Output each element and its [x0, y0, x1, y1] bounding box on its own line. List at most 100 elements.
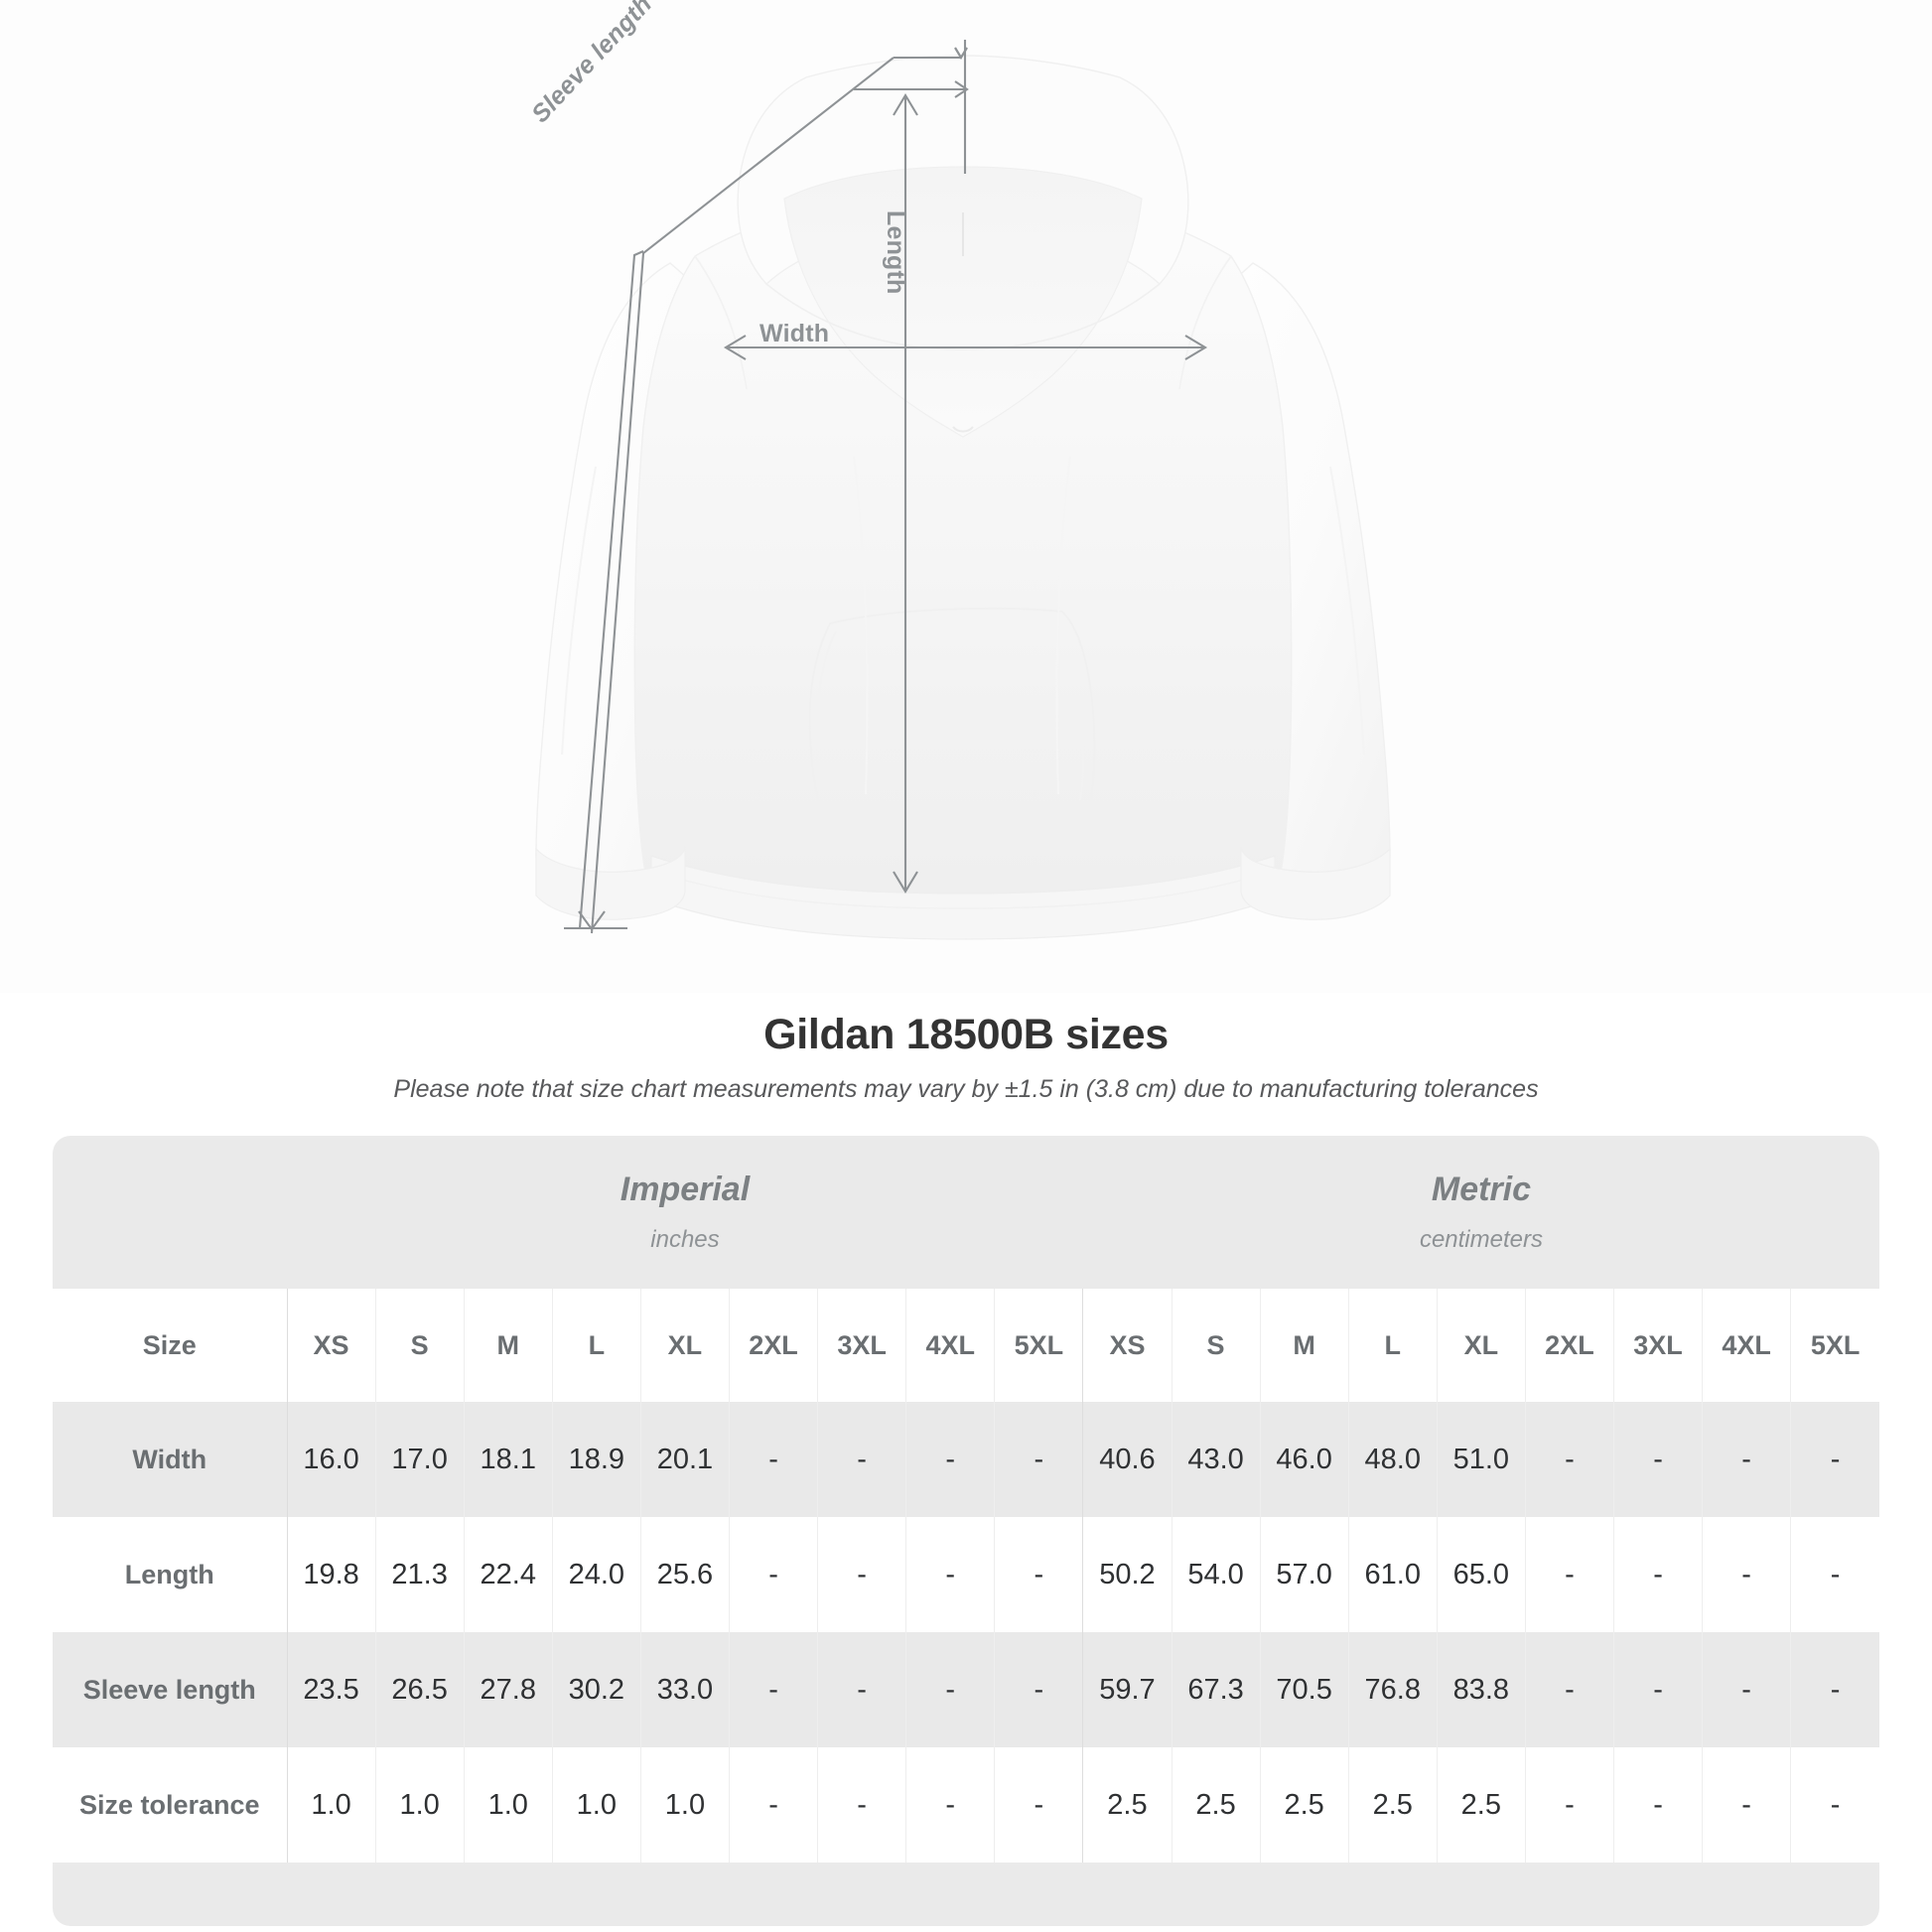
cell-metric-2xl: -	[1524, 1517, 1614, 1632]
cell-imperial-l: 18.9	[551, 1402, 641, 1517]
cell-metric-m: 70.5	[1259, 1632, 1349, 1747]
unit-measure-name: inches	[650, 1226, 720, 1253]
unit-group-imperial: Imperial inches	[287, 1136, 1083, 1289]
size-header-row: Size XS S M L XL 2XL 3XL 4XL 5XL XS S M L XL 2XL 3XL 4XL 5…	[53, 1289, 1879, 1402]
table-row: Size tolerance 1.0 1.0 1.0 1.0 1.0- - - -2.5 2.5 2…	[53, 1747, 1879, 1863]
cell-imperial-s: 26.5	[374, 1632, 465, 1747]
cell-imperial-2xl: -	[728, 1632, 818, 1747]
cell-metric-5xl: -	[1790, 1632, 1879, 1747]
cell-imperial-m: 1.0	[463, 1747, 553, 1863]
cell-metric-5xl: -	[1790, 1517, 1879, 1632]
cell-imperial-4xl: -	[905, 1632, 995, 1747]
cell-imperial-xl: 20.1	[639, 1402, 730, 1517]
size-column-header-imperial-3xl: 3XL	[817, 1289, 906, 1402]
sleeve-guide-vertical	[578, 250, 644, 929]
hoodie-illustration-svg	[535, 40, 1391, 940]
length-arrow-bottom	[893, 871, 918, 895]
size-column-header-metric-3xl: 3XL	[1612, 1289, 1703, 1402]
cell-metric-5xl: -	[1790, 1747, 1879, 1863]
cell-metric-4xl: -	[1702, 1632, 1791, 1747]
cell-metric-s: 43.0	[1171, 1402, 1261, 1517]
cell-metric-3xl: -	[1612, 1747, 1703, 1863]
unit-system-name: Metric	[1431, 1171, 1532, 1208]
cell-imperial-s: 21.3	[374, 1517, 465, 1632]
table-row: Length 19.8 21.3 22.4 24.0 25.6- - - -50.2 54.0 57…	[53, 1517, 1879, 1632]
length-label: Length	[882, 210, 909, 295]
unit-system-name: Imperial	[620, 1171, 751, 1208]
row-label-width: Width	[53, 1402, 288, 1517]
size-header-label: Size	[53, 1289, 288, 1402]
cell-imperial-xl: 25.6	[639, 1517, 730, 1632]
size-chart-table: Imperial inches Metric centimeters Size XS S M L…	[53, 1136, 1879, 1926]
table-footer-band	[53, 1863, 1879, 1926]
cell-metric-3xl: -	[1612, 1632, 1703, 1747]
unit-row-spacer	[53, 1136, 288, 1289]
row-label-size-tolerance: Size tolerance	[53, 1747, 288, 1863]
width-arrow-right	[1184, 335, 1208, 360]
cell-imperial-2xl: -	[728, 1402, 818, 1517]
row-label-length: Length	[53, 1517, 288, 1632]
sleeve-arrow-tip	[954, 80, 969, 98]
cell-metric-3xl: -	[1612, 1517, 1703, 1632]
cell-metric-l: 61.0	[1347, 1517, 1438, 1632]
cell-metric-s: 54.0	[1171, 1517, 1261, 1632]
cell-imperial-5xl: -	[994, 1402, 1083, 1517]
cell-metric-xs: 50.2	[1082, 1517, 1173, 1632]
cell-imperial-s: 1.0	[374, 1747, 465, 1863]
size-column-header-imperial-5xl: 5XL	[994, 1289, 1083, 1402]
size-column-header-imperial-2xl: 2XL	[728, 1289, 818, 1402]
cell-imperial-3xl: -	[817, 1402, 906, 1517]
cell-metric-m: 46.0	[1259, 1402, 1349, 1517]
cell-imperial-xs: 16.0	[286, 1402, 376, 1517]
cell-metric-xl: 51.0	[1436, 1402, 1526, 1517]
size-column-header-metric-xl: XL	[1436, 1289, 1526, 1402]
cell-imperial-l: 30.2	[551, 1632, 641, 1747]
table-row: Sleeve length 23.5 26.5 27.8 30.2 33.0- - - -59.…	[53, 1632, 1879, 1747]
size-column-header-metric-m: M	[1259, 1289, 1349, 1402]
size-column-header-imperial-xs: XS	[286, 1289, 376, 1402]
sleeve-guide-path	[590, 57, 895, 934]
size-column-header-imperial-m: M	[463, 1289, 553, 1402]
cell-metric-s: 2.5	[1171, 1747, 1261, 1863]
cell-metric-l: 76.8	[1347, 1632, 1438, 1747]
cell-imperial-2xl: -	[728, 1747, 818, 1863]
cell-imperial-3xl: -	[817, 1632, 906, 1747]
cell-imperial-xl: 1.0	[639, 1747, 730, 1863]
row-label-sleeve-length: Sleeve length	[53, 1632, 288, 1747]
cell-imperial-xs: 19.8	[286, 1517, 376, 1632]
chart-heading-block: Gildan 18500B sizes Please note that siz…	[0, 1011, 1932, 1104]
cell-metric-3xl: -	[1612, 1402, 1703, 1517]
cell-imperial-xl: 33.0	[639, 1632, 730, 1747]
sleeve-bottom-arrow	[578, 910, 606, 931]
cell-metric-5xl: -	[1790, 1402, 1879, 1517]
cell-imperial-m: 22.4	[463, 1517, 553, 1632]
cell-metric-l: 2.5	[1347, 1747, 1438, 1863]
length-arrow-top	[893, 92, 918, 116]
cell-imperial-4xl: -	[905, 1517, 995, 1632]
cell-metric-xs: 2.5	[1082, 1747, 1173, 1863]
cell-metric-xl: 65.0	[1436, 1517, 1526, 1632]
cell-metric-xl: 83.8	[1436, 1632, 1526, 1747]
cell-imperial-5xl: -	[994, 1517, 1083, 1632]
cell-imperial-3xl: -	[817, 1517, 906, 1632]
size-column-header-imperial-xl: XL	[639, 1289, 730, 1402]
size-column-header-metric-s: S	[1171, 1289, 1261, 1402]
size-column-header-imperial-s: S	[374, 1289, 465, 1402]
cell-imperial-5xl: -	[994, 1632, 1083, 1747]
cell-metric-4xl: -	[1702, 1517, 1791, 1632]
cell-imperial-l: 1.0	[551, 1747, 641, 1863]
cell-metric-2xl: -	[1524, 1402, 1614, 1517]
cell-imperial-xs: 1.0	[286, 1747, 376, 1863]
cell-metric-l: 48.0	[1347, 1402, 1438, 1517]
cell-imperial-4xl: -	[905, 1747, 995, 1863]
page-title: Gildan 18500B sizes	[763, 1011, 1169, 1058]
cell-imperial-l: 24.0	[551, 1517, 641, 1632]
cell-imperial-m: 27.8	[463, 1632, 553, 1747]
cell-imperial-m: 18.1	[463, 1402, 553, 1517]
cell-metric-xs: 59.7	[1082, 1632, 1173, 1747]
cell-imperial-s: 17.0	[374, 1402, 465, 1517]
tolerance-note: Please note that size chart measurements…	[393, 1075, 1539, 1103]
hoodie-shape	[535, 55, 1391, 940]
unit-system-row: Imperial inches Metric centimeters	[53, 1136, 1879, 1289]
cell-metric-m: 57.0	[1259, 1517, 1349, 1632]
